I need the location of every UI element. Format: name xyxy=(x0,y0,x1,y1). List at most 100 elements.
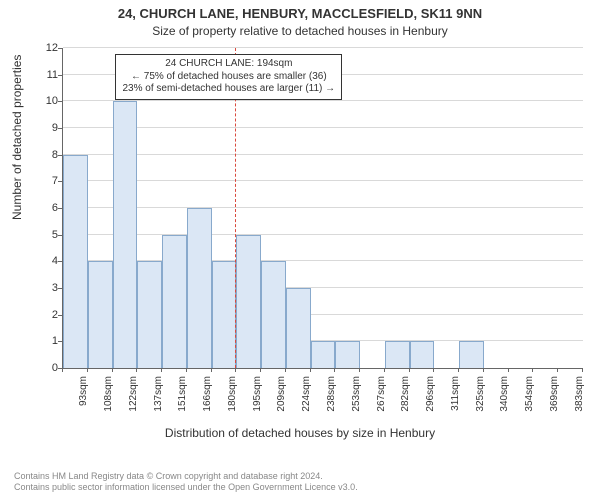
x-tick-label: 151sqm xyxy=(177,376,188,416)
x-tick-mark xyxy=(235,368,236,372)
marker-annotation: 24 CHURCH LANE: 194sqm← 75% of detached … xyxy=(115,54,342,100)
x-tick-mark xyxy=(285,368,286,372)
histogram-bar xyxy=(335,341,360,368)
x-tick-label: 195sqm xyxy=(252,376,263,416)
histogram-bar xyxy=(88,261,113,368)
histogram-bar xyxy=(162,235,187,368)
y-tick-mark xyxy=(58,48,62,49)
x-tick-mark xyxy=(260,368,261,372)
x-tick-label: 209sqm xyxy=(276,376,287,416)
histogram-bar xyxy=(113,101,138,368)
gridline xyxy=(63,127,583,128)
footer-line-2: Contains public sector information licen… xyxy=(14,482,358,494)
x-tick-mark xyxy=(409,368,410,372)
chart-subtitle: Size of property relative to detached ho… xyxy=(0,24,600,38)
y-tick-label: 9 xyxy=(28,122,58,134)
plot-area: 24 CHURCH LANE: 194sqm← 75% of detached … xyxy=(62,48,583,369)
y-tick-mark xyxy=(58,181,62,182)
y-tick-label: 8 xyxy=(28,149,58,161)
histogram-bar xyxy=(459,341,484,368)
x-tick-label: 267sqm xyxy=(376,376,387,416)
y-tick-label: 3 xyxy=(28,282,58,294)
x-tick-label: 369sqm xyxy=(549,376,560,416)
x-tick-mark xyxy=(161,368,162,372)
gridline xyxy=(63,207,583,208)
x-tick-label: 354sqm xyxy=(524,376,535,416)
y-tick-label: 6 xyxy=(28,202,58,214)
x-tick-mark xyxy=(483,368,484,372)
x-tick-mark xyxy=(532,368,533,372)
x-tick-label: 93sqm xyxy=(78,376,89,416)
y-tick-mark xyxy=(58,288,62,289)
y-tick-mark xyxy=(58,315,62,316)
x-tick-mark xyxy=(458,368,459,372)
y-tick-label: 5 xyxy=(28,229,58,241)
y-tick-label: 2 xyxy=(28,309,58,321)
y-tick-label: 4 xyxy=(28,255,58,267)
histogram-bar xyxy=(311,341,336,368)
x-tick-mark xyxy=(310,368,311,372)
histogram-bar xyxy=(137,261,162,368)
y-tick-label: 0 xyxy=(28,362,58,374)
y-axis-label: Number of detached properties xyxy=(10,55,24,220)
y-tick-label: 1 xyxy=(28,335,58,347)
footer-attribution: Contains HM Land Registry data © Crown c… xyxy=(14,471,358,494)
x-tick-mark xyxy=(508,368,509,372)
x-tick-label: 122sqm xyxy=(128,376,139,416)
x-tick-mark xyxy=(87,368,88,372)
footer-line-1: Contains HM Land Registry data © Crown c… xyxy=(14,471,358,483)
x-tick-label: 383sqm xyxy=(574,376,585,416)
histogram-bar xyxy=(212,261,237,368)
x-tick-mark xyxy=(557,368,558,372)
gridline xyxy=(63,100,583,101)
gridline xyxy=(63,180,583,181)
x-tick-label: 166sqm xyxy=(202,376,213,416)
x-tick-label: 296sqm xyxy=(425,376,436,416)
x-tick-label: 253sqm xyxy=(351,376,362,416)
x-tick-label: 108sqm xyxy=(103,376,114,416)
x-tick-mark xyxy=(62,368,63,372)
y-tick-mark xyxy=(58,101,62,102)
histogram-bar xyxy=(187,208,212,368)
x-tick-mark xyxy=(359,368,360,372)
x-tick-label: 137sqm xyxy=(153,376,164,416)
y-tick-mark xyxy=(58,208,62,209)
y-tick-label: 11 xyxy=(28,69,58,81)
y-tick-mark xyxy=(58,261,62,262)
histogram-bar xyxy=(261,261,286,368)
y-tick-mark xyxy=(58,235,62,236)
marker-annotation-line: 24 CHURCH LANE: 194sqm xyxy=(122,58,335,71)
x-tick-mark xyxy=(384,368,385,372)
x-tick-mark xyxy=(334,368,335,372)
gridline xyxy=(63,234,583,235)
histogram-bar xyxy=(63,155,88,368)
chart-title: 24, CHURCH LANE, HENBURY, MACCLESFIELD, … xyxy=(0,6,600,21)
x-axis-label: Distribution of detached houses by size … xyxy=(0,426,600,440)
y-tick-mark xyxy=(58,341,62,342)
x-tick-mark xyxy=(186,368,187,372)
x-tick-label: 224sqm xyxy=(301,376,312,416)
histogram-bar xyxy=(236,235,261,368)
x-tick-label: 311sqm xyxy=(450,376,461,416)
x-tick-mark xyxy=(211,368,212,372)
marker-annotation-line: ← 75% of detached houses are smaller (36… xyxy=(122,71,335,84)
x-tick-mark xyxy=(112,368,113,372)
histogram-bar xyxy=(410,341,435,368)
gridline xyxy=(63,154,583,155)
gridline xyxy=(63,47,583,48)
y-tick-label: 12 xyxy=(28,42,58,54)
x-tick-label: 340sqm xyxy=(499,376,510,416)
x-tick-mark xyxy=(433,368,434,372)
chart-container: 24, CHURCH LANE, HENBURY, MACCLESFIELD, … xyxy=(0,0,600,500)
marker-annotation-line: 23% of semi-detached houses are larger (… xyxy=(122,83,335,96)
y-tick-mark xyxy=(58,155,62,156)
x-tick-mark xyxy=(136,368,137,372)
x-tick-label: 238sqm xyxy=(326,376,337,416)
x-tick-label: 282sqm xyxy=(400,376,411,416)
y-tick-label: 10 xyxy=(28,95,58,107)
x-tick-label: 325sqm xyxy=(475,376,486,416)
y-tick-mark xyxy=(58,75,62,76)
y-tick-mark xyxy=(58,128,62,129)
histogram-bar xyxy=(286,288,311,368)
x-tick-label: 180sqm xyxy=(227,376,238,416)
